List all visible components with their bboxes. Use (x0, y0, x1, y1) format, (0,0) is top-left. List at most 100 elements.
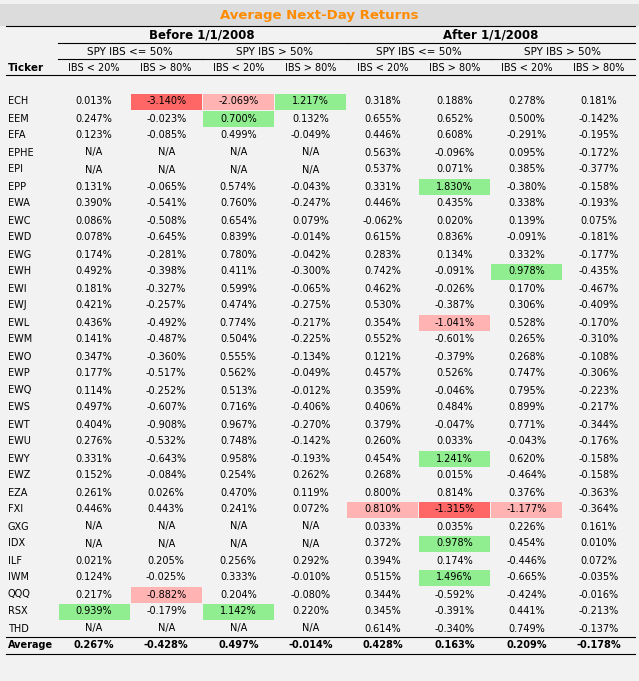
Text: N/A: N/A (229, 148, 247, 157)
Bar (419, 535, 490, 552)
Text: -0.193%: -0.193% (579, 198, 619, 208)
Bar (419, 501, 490, 518)
Text: 0.470%: 0.470% (220, 488, 257, 498)
Text: -0.049%: -0.049% (290, 131, 330, 140)
Text: -0.181%: -0.181% (579, 232, 619, 242)
Text: -1.041%: -1.041% (435, 317, 475, 328)
Bar (203, 603, 274, 620)
Text: -0.217%: -0.217% (290, 317, 330, 328)
Bar (203, 93, 274, 110)
Text: EWO: EWO (8, 351, 31, 362)
Text: 0.562%: 0.562% (220, 368, 257, 379)
Text: 1.830%: 1.830% (436, 182, 473, 191)
Text: -1.177%: -1.177% (507, 505, 547, 515)
Text: EWI: EWI (8, 283, 27, 294)
Text: -0.270%: -0.270% (290, 419, 330, 430)
Text: -1.315%: -1.315% (435, 505, 475, 515)
Text: SPY IBS > 50%: SPY IBS > 50% (525, 47, 601, 57)
Bar (347, 501, 418, 518)
Text: 0.086%: 0.086% (76, 215, 112, 225)
Text: -0.360%: -0.360% (146, 351, 186, 362)
Text: 0.552%: 0.552% (364, 334, 401, 345)
Text: N/A: N/A (158, 624, 175, 633)
Text: 0.026%: 0.026% (148, 488, 185, 498)
Text: -0.080%: -0.080% (290, 590, 330, 599)
Text: -0.091%: -0.091% (435, 266, 475, 276)
Text: 0.114%: 0.114% (76, 385, 112, 396)
Text: EPHE: EPHE (8, 148, 34, 157)
Bar (130, 93, 202, 110)
Text: -0.047%: -0.047% (435, 419, 475, 430)
Text: -0.158%: -0.158% (579, 182, 619, 191)
Text: -0.428%: -0.428% (144, 641, 189, 650)
Text: N/A: N/A (302, 148, 319, 157)
Text: 0.814%: 0.814% (436, 488, 473, 498)
Text: 0.161%: 0.161% (581, 522, 617, 531)
Text: -0.026%: -0.026% (435, 283, 475, 294)
Text: -0.046%: -0.046% (435, 385, 475, 396)
Text: -0.016%: -0.016% (579, 590, 619, 599)
Text: 0.139%: 0.139% (509, 215, 545, 225)
Text: 0.260%: 0.260% (364, 437, 401, 447)
Text: 0.652%: 0.652% (436, 114, 473, 123)
Text: EWA: EWA (8, 198, 30, 208)
Text: 0.462%: 0.462% (364, 283, 401, 294)
Text: 0.131%: 0.131% (76, 182, 112, 191)
Text: 0.958%: 0.958% (220, 454, 257, 464)
Text: SPY IBS <= 50%: SPY IBS <= 50% (88, 47, 173, 57)
Text: 0.446%: 0.446% (364, 198, 401, 208)
Text: 0.254%: 0.254% (220, 471, 257, 481)
Text: 0.033%: 0.033% (436, 437, 473, 447)
Bar (419, 451, 490, 466)
Text: 0.526%: 0.526% (436, 368, 473, 379)
Text: N/A: N/A (158, 539, 175, 548)
Text: 0.700%: 0.700% (220, 114, 257, 123)
Text: EPP: EPP (8, 182, 26, 191)
Text: EWH: EWH (8, 266, 31, 276)
Text: 0.338%: 0.338% (509, 198, 545, 208)
Text: 0.747%: 0.747% (509, 368, 545, 379)
Text: 0.174%: 0.174% (436, 556, 473, 565)
Text: 0.443%: 0.443% (148, 505, 185, 515)
Text: 0.411%: 0.411% (220, 266, 257, 276)
Text: -0.446%: -0.446% (507, 556, 547, 565)
Text: 0.620%: 0.620% (509, 454, 545, 464)
Text: -0.179%: -0.179% (146, 607, 187, 616)
Text: IDX: IDX (8, 539, 25, 548)
Text: 0.760%: 0.760% (220, 198, 257, 208)
Text: 1.496%: 1.496% (436, 573, 473, 582)
Text: 0.267%: 0.267% (74, 641, 114, 650)
Text: 0.615%: 0.615% (364, 232, 401, 242)
Text: 0.497%: 0.497% (218, 641, 259, 650)
Text: N/A: N/A (158, 522, 175, 531)
Text: N/A: N/A (229, 539, 247, 548)
Text: 0.435%: 0.435% (436, 198, 473, 208)
Text: -0.158%: -0.158% (579, 471, 619, 481)
Text: -0.364%: -0.364% (579, 505, 619, 515)
Text: -0.379%: -0.379% (435, 351, 475, 362)
Text: 0.436%: 0.436% (76, 317, 112, 328)
Text: 0.537%: 0.537% (364, 165, 401, 174)
Text: 1.142%: 1.142% (220, 607, 257, 616)
Text: -0.340%: -0.340% (435, 624, 475, 633)
Text: 0.457%: 0.457% (364, 368, 401, 379)
Text: IBS > 80%: IBS > 80% (141, 63, 192, 73)
Text: -0.665%: -0.665% (507, 573, 547, 582)
Text: 0.614%: 0.614% (364, 624, 401, 633)
Text: 0.530%: 0.530% (364, 300, 401, 311)
Text: EWU: EWU (8, 437, 31, 447)
Text: 0.599%: 0.599% (220, 283, 257, 294)
Text: 0.780%: 0.780% (220, 249, 257, 259)
Text: N/A: N/A (158, 165, 175, 174)
Bar (419, 178, 490, 195)
Text: 0.177%: 0.177% (75, 368, 112, 379)
Text: 0.497%: 0.497% (75, 402, 112, 413)
Text: -0.387%: -0.387% (435, 300, 475, 311)
Text: 0.454%: 0.454% (509, 539, 545, 548)
Text: EWL: EWL (8, 317, 29, 328)
Text: 0.441%: 0.441% (509, 607, 545, 616)
Text: N/A: N/A (86, 539, 103, 548)
Text: -0.435%: -0.435% (579, 266, 619, 276)
Text: -0.310%: -0.310% (579, 334, 619, 345)
Text: N/A: N/A (302, 165, 319, 174)
